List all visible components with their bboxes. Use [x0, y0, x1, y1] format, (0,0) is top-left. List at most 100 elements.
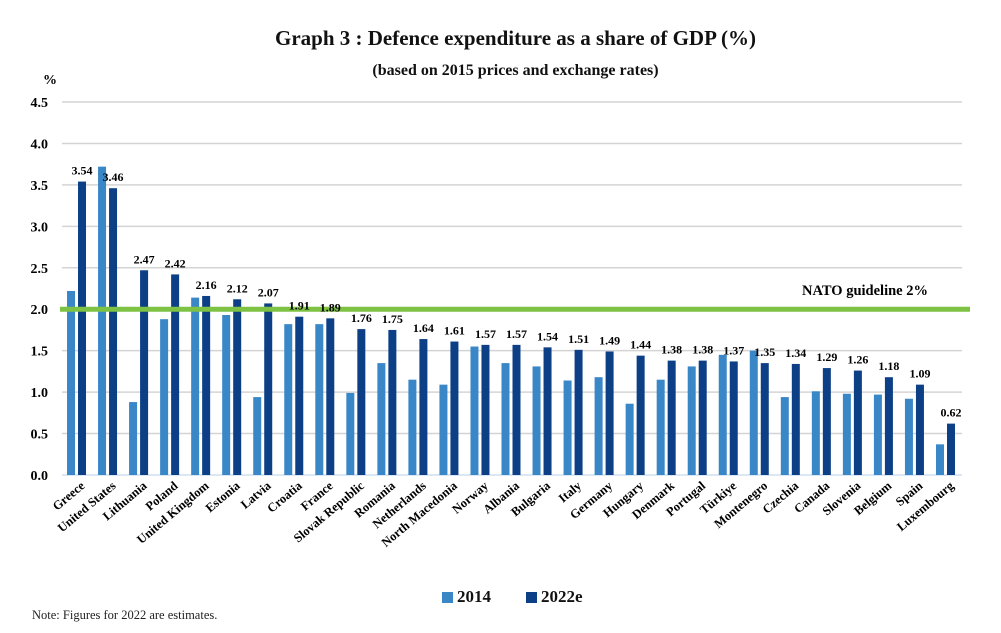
bar-2022e	[295, 316, 304, 475]
bar-2014	[904, 398, 913, 475]
data-label: 1.54	[537, 329, 558, 343]
x-tick-label: Estonia	[203, 478, 243, 515]
footnote: Note: Figures for 2022 are estimates.	[32, 608, 218, 622]
bar-2022e	[667, 360, 676, 475]
data-label: 1.35	[754, 345, 775, 359]
chart-subtitle: (based on 2015 prices and exchange rates…	[372, 62, 659, 79]
legend-item-2014: 2014	[442, 587, 491, 607]
data-label: 0.62	[940, 406, 961, 420]
bar-2022e	[605, 351, 614, 475]
nato-guideline-label: NATO guideline 2%	[802, 283, 928, 299]
bar-2022e	[450, 341, 459, 475]
bar-2022e	[264, 303, 273, 475]
bar-2022e	[202, 295, 211, 475]
legend-label-2014: 2014	[457, 587, 491, 606]
bar-2022e	[915, 384, 924, 475]
y-tick-label: 2.0	[31, 303, 49, 318]
bar-2014	[656, 379, 665, 475]
legend-swatch-2022e	[526, 591, 537, 603]
data-label: 2.42	[165, 256, 186, 270]
legend-item-2022e: 2022e	[526, 587, 583, 607]
y-tick-label: 3.0	[31, 220, 49, 235]
bar-2014	[191, 297, 200, 475]
legend-swatch-2014	[442, 591, 453, 603]
bar-2014	[222, 315, 231, 475]
bar-2022e	[791, 363, 800, 475]
bar-2014	[253, 397, 262, 475]
chart-title: Graph 3 : Defence expenditure as a share…	[274, 26, 756, 50]
y-tick-label: 4.0	[31, 137, 49, 152]
bar-2014	[935, 444, 944, 475]
data-label: 1.29	[816, 350, 837, 364]
bar-2022e	[326, 318, 335, 475]
bar-2022e	[233, 299, 242, 475]
bar-2022e	[729, 361, 738, 475]
bar-2014	[67, 290, 76, 475]
data-label: 1.37	[723, 343, 744, 357]
bar-2022e	[574, 349, 583, 475]
data-label: 1.57	[475, 327, 496, 341]
data-label: 1.34	[785, 346, 806, 360]
bar-2014	[625, 403, 634, 475]
data-label: 1.76	[351, 311, 372, 325]
bar-2014	[470, 346, 479, 475]
data-label: 1.38	[692, 343, 713, 357]
bar-2014	[811, 391, 820, 475]
bar-2022e	[481, 344, 490, 475]
bar-2014	[501, 363, 510, 475]
data-label: 2.12	[227, 281, 248, 295]
bar-2014	[439, 384, 448, 475]
y-tick-label: 1.5	[31, 345, 49, 360]
bar-2022e	[140, 270, 149, 475]
bar-2014	[532, 366, 541, 475]
bar-2014	[346, 392, 355, 475]
data-label: 1.38	[661, 343, 682, 357]
bar-2014	[98, 166, 107, 476]
x-tick-label: Croatia	[264, 478, 305, 515]
bar-2014	[160, 319, 169, 475]
bar-2014	[718, 354, 727, 475]
bar-2022e	[760, 363, 769, 475]
bar-2022e	[171, 274, 180, 475]
bar-2014	[749, 350, 758, 475]
bar-2022e	[543, 347, 552, 475]
y-tick-label: 4.5	[31, 96, 49, 111]
bar-2022e	[109, 188, 118, 475]
y-tick-label: 0.0	[31, 469, 49, 484]
bar-2022e	[946, 423, 955, 475]
data-label: 3.46	[103, 170, 124, 184]
data-label: 2.47	[134, 252, 155, 266]
data-label: 1.91	[289, 299, 310, 313]
bar-2022e	[388, 329, 397, 475]
y-tick-label: 2.5	[31, 262, 49, 277]
data-label: 1.51	[568, 332, 589, 346]
data-label: 2.16	[196, 278, 217, 292]
bar-2022e	[357, 329, 366, 475]
data-label: 1.44	[630, 338, 651, 352]
bar-2014	[563, 380, 572, 475]
y-tick-label: 0.5	[31, 428, 49, 443]
data-label: 1.57	[506, 327, 527, 341]
bar-2014	[873, 394, 882, 475]
y-tick-label: 1.0	[31, 386, 49, 401]
y-tick-label: 3.5	[31, 179, 49, 194]
bar-2014	[129, 402, 138, 475]
bar-2022e	[698, 360, 707, 475]
data-label: 1.61	[444, 324, 465, 338]
bar-2014	[687, 366, 696, 475]
data-label: 2.07	[258, 285, 279, 299]
bar-2022e	[419, 339, 428, 475]
bar-2014	[780, 397, 789, 475]
data-label: 1.64	[413, 321, 434, 335]
bar-2022e	[78, 181, 87, 475]
data-label: 1.26	[847, 353, 868, 367]
bar-2014	[377, 363, 386, 475]
bar-2014	[842, 393, 851, 475]
data-label: 3.54	[72, 164, 93, 178]
data-label: 1.18	[878, 359, 899, 373]
bar-2014	[315, 324, 324, 475]
data-label: 1.75	[382, 312, 403, 326]
bar-2022e	[512, 344, 521, 475]
bar-2022e	[884, 377, 893, 475]
